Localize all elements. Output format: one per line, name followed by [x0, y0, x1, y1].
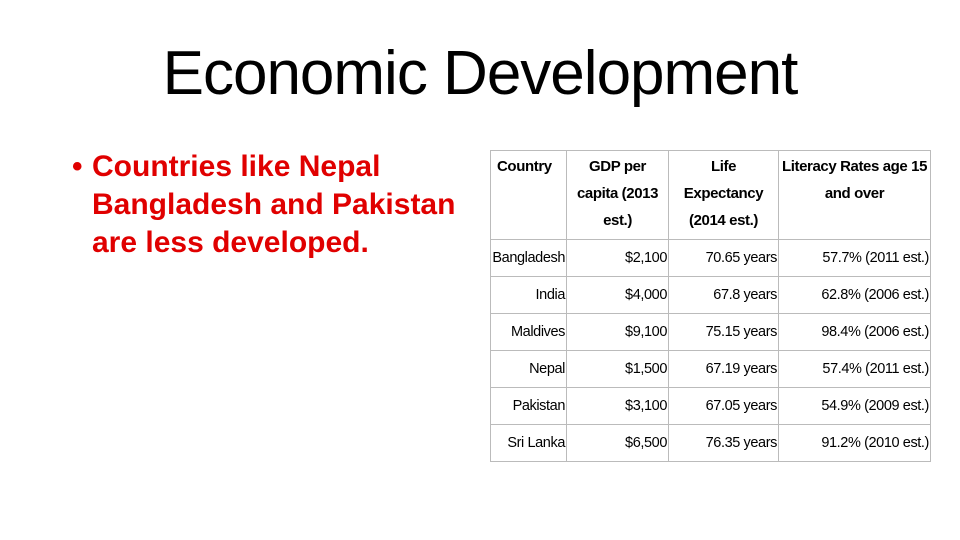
table-cell: 76.35 years [668, 424, 779, 462]
table-cell: 70.65 years [668, 239, 779, 277]
slide-title: Economic Development [162, 39, 799, 108]
table-cell: 57.4% (2011 est.) [778, 350, 931, 388]
header-row: Country GDP per capita (2013 est.) Life Ex… [490, 150, 931, 240]
table-cell: $6,500 [566, 424, 669, 462]
table-cell: 75.15 years [668, 313, 779, 351]
table-cell: $2,100 [566, 239, 669, 277]
header-cell: GDP per capita (2013 est.) [566, 150, 669, 240]
table-cell: 57.7% (2011 est.) [778, 239, 931, 277]
bullet-item: • Countries like Nepal Bangladesh and Pak… [72, 148, 472, 262]
bullet-dot: • [72, 150, 83, 183]
table-cell: Bangladesh [490, 239, 567, 277]
table-cell: $3,100 [566, 387, 669, 425]
table-cell: 98.4% (2006 est.) [778, 313, 931, 351]
table-body: Bangladesh $2,100 70.65 years 57.7% (2011 e… [490, 239, 931, 462]
table-cell: 67.05 years [668, 387, 779, 425]
table-cell: 67.8 years [668, 276, 779, 314]
table-row: Nepal $1,500 67.19 years 57.4% (2011 est.) [490, 350, 931, 388]
table-cell: Nepal [490, 350, 567, 388]
table-cell: Maldives [490, 313, 567, 351]
table-row: India $4,000 67.8 years 62.8% (2006 est.) [490, 276, 931, 314]
table-row: Maldives $9,100 75.15 years 98.4% (2006 est… [490, 313, 931, 351]
header-cell: Life Expectancy (2014 est.) [668, 150, 779, 240]
header-cell: Country [490, 150, 567, 240]
table-cell: Pakistan [490, 387, 567, 425]
table-row: Pakistan $3,100 67.05 years 54.9% (2009 est… [490, 387, 931, 425]
table-cell: $4,000 [566, 276, 669, 314]
table-cell: India [490, 276, 567, 314]
table-cell: 67.19 years [668, 350, 779, 388]
table-cell: $1,500 [566, 350, 669, 388]
table-row: Bangladesh $2,100 70.65 years 57.7% (2011 e… [490, 239, 931, 277]
table-cell: $9,100 [566, 313, 669, 351]
table-cell: Sri Lanka [490, 424, 567, 462]
table-cell: 62.8% (2006 est.) [778, 276, 931, 314]
table-row: Sri Lanka $6,500 76.35 years 91.2% (2010 es… [490, 424, 931, 462]
data-table: Country GDP per capita (2013 est.) Life Ex… [490, 150, 931, 462]
header-cell: Literacy Rates age 15 and over [778, 150, 931, 240]
table-cell: 91.2% (2010 est.) [778, 424, 931, 462]
table-cell: 54.9% (2009 est.) [778, 387, 931, 425]
bullet-text: Countries like Nepal Bangladesh and Paki… [92, 150, 456, 259]
